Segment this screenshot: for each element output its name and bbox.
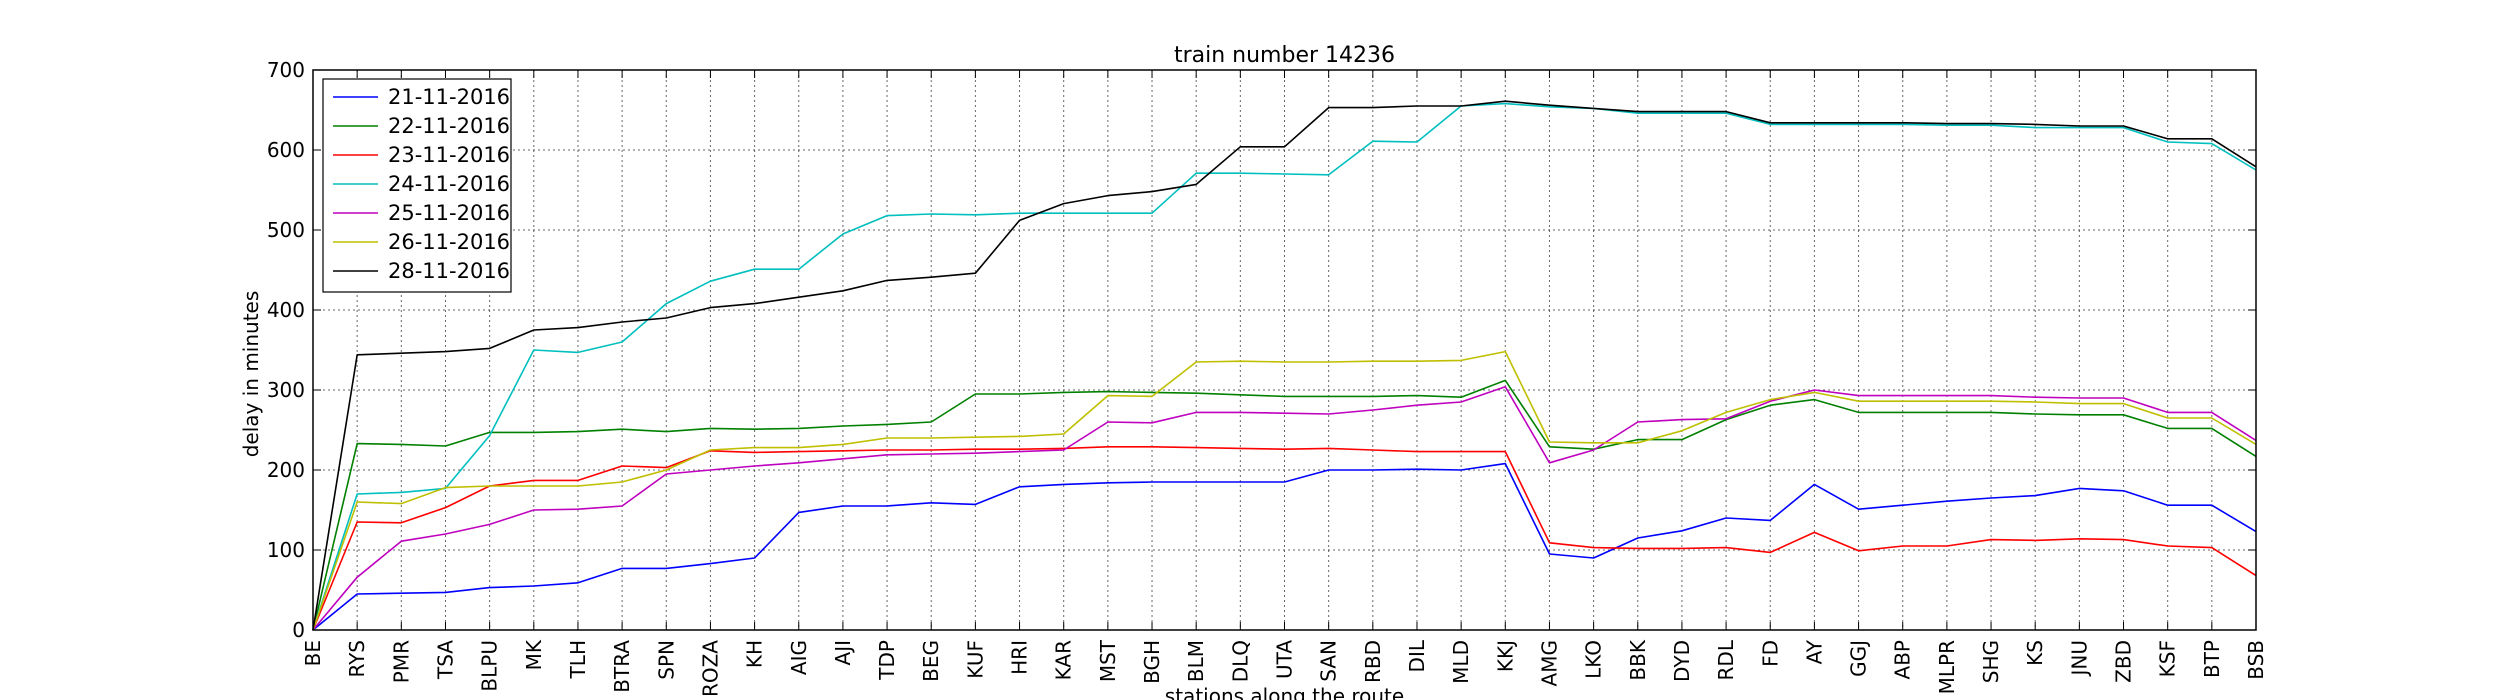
x-axis: BE RYS PMR TSA BLPU MK TLH BTRA SPN ROZA KH AIG AJI T…: [301, 70, 2268, 697]
x-tick-label: SHG: [1979, 640, 2003, 683]
x-tick-label: BLM: [1184, 640, 1208, 682]
x-tick-label: LKO: [1582, 640, 1606, 679]
x-tick-label: TLH: [566, 640, 590, 679]
x-tick-label: SAN: [1317, 640, 1341, 682]
legend-label: 22-11-2016: [388, 114, 510, 138]
x-tick-label: RBD: [1361, 640, 1385, 683]
x-tick-label: AY: [1802, 639, 1826, 664]
data-series: [312, 100, 2257, 631]
y-axis: 0 100 200 300 400 500 600 700: [267, 58, 2256, 642]
x-tick-label: TSA: [433, 640, 457, 680]
x-tick-label: BTRA: [610, 640, 634, 693]
x-tick-label: DLQ: [1228, 640, 1252, 682]
legend-label: 24-11-2016: [388, 172, 510, 196]
x-tick-label: KSF: [2156, 640, 2180, 677]
series-line-22-11-2016: [312, 379, 2257, 631]
x-tick-label: AIG: [787, 640, 811, 675]
x-tick-label: BEG: [919, 640, 943, 682]
series-line-24-11-2016: [312, 102, 2257, 631]
x-tick-label: ROZA: [698, 640, 722, 697]
y-tick-label: 0: [292, 618, 305, 642]
x-tick-label: SPN: [654, 640, 678, 680]
x-tick-label: KS: [2023, 640, 2047, 666]
legend: 21-11-2016 22-11-2016 23-11-2016 24-11-2016…: [322, 78, 512, 293]
legend-label: 25-11-2016: [388, 201, 510, 225]
x-tick-label: BLPU: [478, 640, 502, 692]
x-tick-label: KAR: [1052, 640, 1076, 680]
y-tick-label: 600: [267, 138, 305, 162]
x-tick-label: AJI: [831, 640, 855, 665]
x-tick-label: PMR: [389, 640, 413, 683]
series-line-25-11-2016: [312, 385, 2257, 631]
x-tick-label: BTP: [2200, 640, 2224, 678]
x-tick-label: UTA: [1273, 640, 1297, 679]
series-line-21-11-2016: [312, 462, 2257, 631]
x-tick-label: MST: [1096, 639, 1120, 682]
x-tick-label: ZBD: [2112, 640, 2136, 683]
x-tick-label: KH: [743, 640, 767, 668]
series-line-23-11-2016: [312, 445, 2257, 631]
y-tick-label: 400: [267, 298, 305, 322]
x-tick-label: BGH: [1140, 640, 1164, 684]
y-tick-label: 200: [267, 458, 305, 482]
x-tick-label: HRI: [1008, 640, 1032, 675]
series-line-26-11-2016: [312, 350, 2257, 631]
x-axis-label: stations along the route: [1165, 684, 1404, 700]
x-tick-label: FD: [1758, 640, 1782, 667]
x-tick-label: BBK: [1626, 639, 1650, 680]
legend-label: 23-11-2016: [388, 143, 510, 167]
series-line-28-11-2016: [312, 100, 2257, 631]
x-tick-label: TDP: [875, 640, 899, 681]
y-tick-label: 300: [267, 378, 305, 402]
x-tick-label: MLPR: [1935, 640, 1959, 694]
x-tick-label: KKJ: [1493, 640, 1517, 672]
y-tick-label: 500: [267, 218, 305, 242]
x-tick-label: BSB: [2244, 640, 2268, 680]
x-tick-label: DYD: [1670, 640, 1694, 682]
x-tick-label: RDL: [1714, 639, 1738, 680]
x-tick-label: MK: [522, 639, 546, 670]
chart-title: train number 14236: [1174, 43, 1395, 68]
x-tick-label: JNU: [2067, 640, 2091, 678]
y-tick-label: 700: [267, 58, 305, 82]
x-tick-label: MLD: [1449, 640, 1473, 684]
legend-label: 28-11-2016: [388, 259, 510, 283]
x-tick-label: AMG: [1537, 640, 1561, 686]
legend-box: [322, 78, 512, 293]
y-tick-label: 100: [267, 538, 305, 562]
y-axis-label: delay in minutes: [239, 291, 263, 458]
legend-label: 26-11-2016: [388, 230, 510, 254]
x-tick-label: BE: [301, 640, 325, 666]
x-tick-label: KUF: [963, 640, 987, 679]
grid-lines: [313, 70, 2256, 630]
legend-label: 21-11-2016: [388, 85, 510, 109]
x-tick-label: ABP: [1891, 640, 1915, 679]
x-tick-label: DIL: [1405, 639, 1429, 672]
x-tick-label: GGJ: [1847, 640, 1871, 677]
x-tick-label: RYS: [345, 640, 369, 678]
